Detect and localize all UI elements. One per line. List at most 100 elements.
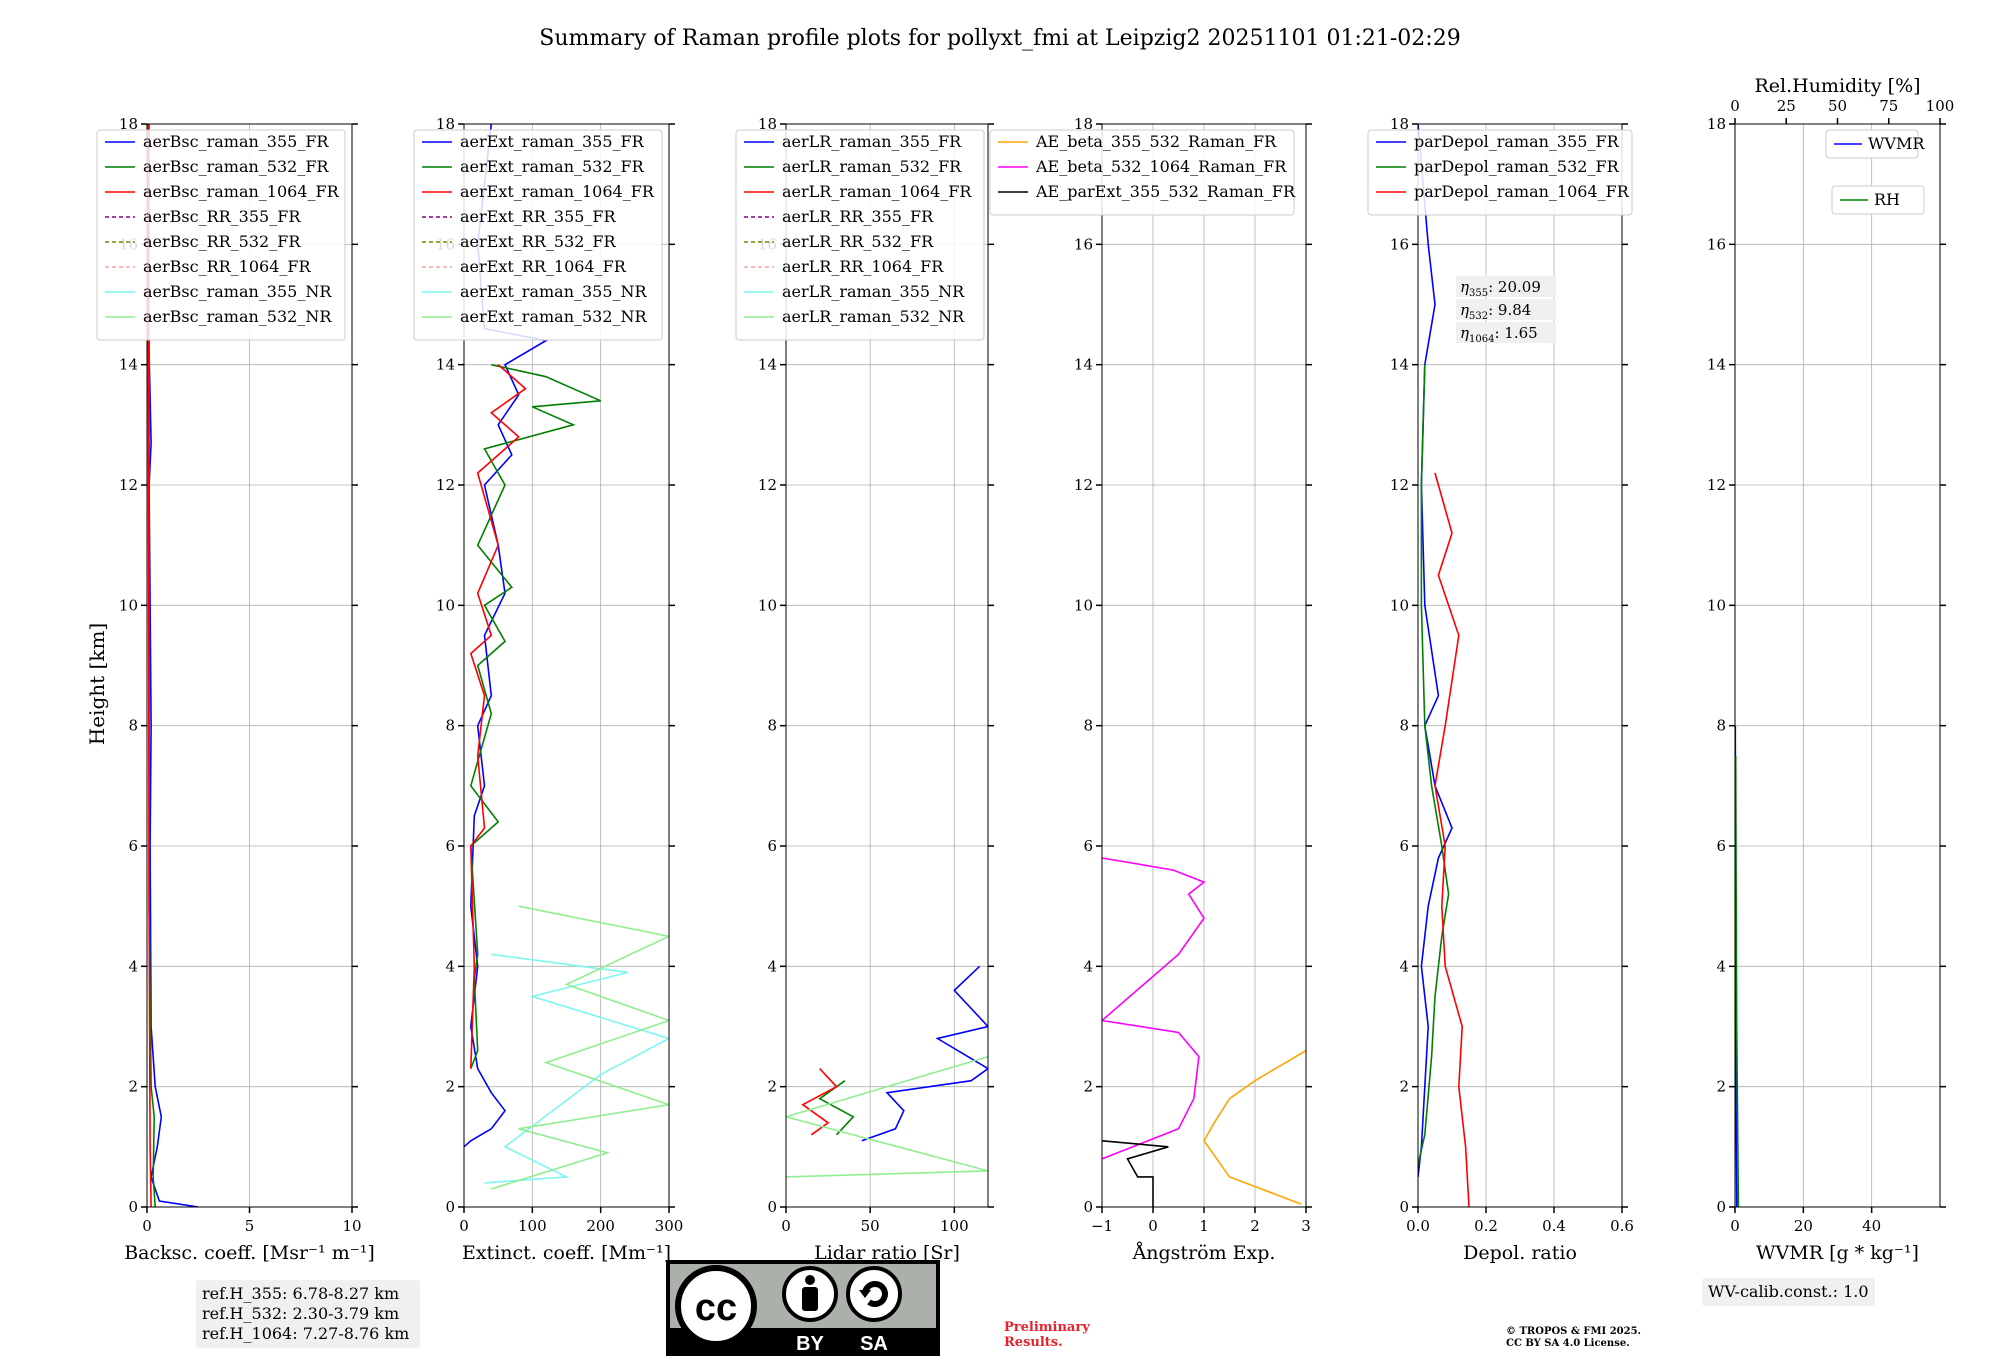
legend-label: aerBsc_raman_355_NR	[143, 282, 332, 301]
legend-label: aerExt_raman_532_FR	[460, 157, 645, 176]
annotation-text: η532: 9.84	[1460, 301, 1531, 322]
series-group	[1102, 857, 1306, 1207]
y-tick-label: 10	[1707, 596, 1726, 614]
y-tick-label: 18	[436, 115, 455, 133]
y-tick-label: 4	[128, 957, 138, 975]
y-tick-label: 14	[119, 356, 138, 374]
legend-label: parDepol_raman_532_FR	[1414, 157, 1620, 176]
legend-label: RH	[1874, 190, 1900, 209]
x-tick-label: 2	[1250, 1217, 1260, 1235]
x-tick-label: 20	[1794, 1217, 1813, 1235]
y-tick-label: 6	[1716, 837, 1726, 855]
x-tick-label: 0.0	[1406, 1217, 1430, 1235]
legend-label: aerBsc_RR_532_FR	[143, 232, 301, 251]
series-group	[786, 965, 988, 1178]
x-tick-label: −1	[1091, 1217, 1113, 1235]
y-tick-label: 6	[445, 837, 455, 855]
series-line-aerBsc_raman_1064_FR	[147, 124, 152, 1207]
y-tick-label: 8	[1716, 717, 1726, 735]
y-tick-label: 2	[1083, 1078, 1093, 1096]
series-line-aerExt_raman_1064_FR	[469, 364, 527, 1069]
x-tick-label: 0.4	[1542, 1217, 1566, 1235]
legend-label: aerBsc_raman_532_NR	[143, 307, 332, 326]
x-tick-label: 5	[245, 1217, 255, 1235]
legend-label: aerLR_RR_532_FR	[782, 232, 934, 251]
by-label: BY	[796, 1333, 824, 1355]
x-tick-label: 200	[586, 1217, 615, 1235]
legend-box	[1831, 185, 1925, 215]
preliminary-notice: Preliminary Results.	[1004, 1320, 1090, 1350]
y-tick-label: 14	[758, 356, 777, 374]
series-line-AE_parExt_355_532_Raman_FR	[1102, 1140, 1169, 1207]
copyright-line-2: CC BY SA 4.0 License.	[1506, 1338, 1630, 1349]
legend-label: AE_beta_355_532_Raman_FR	[1035, 132, 1277, 151]
legend-label: aerExt_raman_355_NR	[460, 282, 648, 301]
y-tick-label: 2	[1716, 1078, 1726, 1096]
y-tick-label: 18	[1707, 115, 1726, 133]
legend-label: aerExt_raman_355_FR	[460, 132, 645, 151]
legend-box	[735, 129, 985, 341]
legend-label: aerExt_RR_355_FR	[460, 207, 617, 226]
series-group	[464, 124, 669, 1190]
y-tick-label: 10	[119, 596, 138, 614]
series-line-parDepol_raman_532_FR	[1418, 364, 1450, 1166]
annotation-text: η355: 20.09	[1460, 278, 1541, 299]
y-tick-label: 2	[128, 1078, 138, 1096]
cc-by-sa-badge: cc BY SA	[666, 1260, 940, 1356]
series-line-aerLR_raman_355_FR	[861, 965, 988, 1142]
y-tick-label: 0	[1716, 1198, 1726, 1216]
top-x-tick-label: 50	[1828, 97, 1847, 115]
legend-label: aerLR_raman_532_NR	[782, 307, 965, 326]
legend-label: aerExt_raman_1064_FR	[460, 182, 655, 201]
legend-label: aerBsc_RR_1064_FR	[143, 257, 312, 276]
top-x-tick-label: 25	[1777, 97, 1796, 115]
annotation-box	[1456, 322, 1556, 343]
legend-label: aerLR_raman_532_FR	[782, 157, 962, 176]
y-axis-label: Height [km]	[85, 623, 109, 745]
legend-label: aerLR_raman_355_NR	[782, 282, 965, 301]
y-tick-label: 16	[1074, 235, 1093, 253]
preliminary-line-1: Preliminary	[1004, 1320, 1090, 1335]
y-tick-label: 16	[1707, 235, 1726, 253]
top-x-tick-label: 0	[1730, 97, 1740, 115]
x-axis-label: Lidar ratio [Sr]	[814, 1242, 960, 1264]
legend-label: aerExt_RR_1064_FR	[460, 257, 627, 276]
figure-title: Summary of Raman profile plots for polly…	[539, 26, 1460, 51]
y-tick-label: 8	[128, 717, 138, 735]
x-tick-label: 10	[342, 1217, 361, 1235]
x-axis-label: Depol. ratio	[1463, 1242, 1577, 1264]
legend-box	[989, 129, 1295, 216]
y-tick-label: 6	[1083, 837, 1093, 855]
x-tick-label: 40	[1862, 1217, 1881, 1235]
series-line-aerExt_raman_355_FR	[464, 124, 549, 1148]
preliminary-line-2: Results.	[1004, 1335, 1063, 1350]
ref-height-355: ref.H_355: 6.78-8.27 km	[202, 1284, 400, 1303]
y-tick-label: 16	[1390, 235, 1409, 253]
y-tick-label: 0	[1399, 1198, 1409, 1216]
series-line-AE_beta_355_532_Raman_FR	[1203, 1049, 1306, 1205]
series-line-aerExt_raman_532_FR	[469, 363, 602, 1069]
x-tick-label: 300	[655, 1217, 684, 1235]
legend-box	[1825, 129, 1919, 159]
y-tick-label: 18	[1074, 115, 1093, 133]
x-tick-label: 3	[1301, 1217, 1311, 1235]
legend-label: aerLR_raman_1064_FR	[782, 182, 972, 201]
y-tick-label: 8	[1083, 717, 1093, 735]
axes-frame	[463, 123, 670, 1208]
series-line-RH	[1735, 755, 1740, 1207]
y-tick-label: 6	[128, 837, 138, 855]
y-tick-label: 2	[767, 1078, 777, 1096]
legend-label: parDepol_raman_1064_FR	[1414, 182, 1630, 201]
panel-1: 0246810121416180510Backsc. coeff. [Msr⁻¹…	[96, 115, 375, 1264]
series-group	[147, 124, 199, 1207]
legend-label: aerBsc_raman_532_FR	[143, 157, 329, 176]
y-tick-label: 0	[128, 1198, 138, 1216]
x-tick-label: 0	[1148, 1217, 1158, 1235]
y-tick-label: 4	[1399, 957, 1409, 975]
y-tick-label: 2	[445, 1078, 455, 1096]
reference-height-box: ref.H_355: 6.78-8.27 km ref.H_532: 2.30-…	[196, 1280, 420, 1348]
copyright-line-1: © TROPOS & FMI 2025.	[1506, 1326, 1642, 1337]
